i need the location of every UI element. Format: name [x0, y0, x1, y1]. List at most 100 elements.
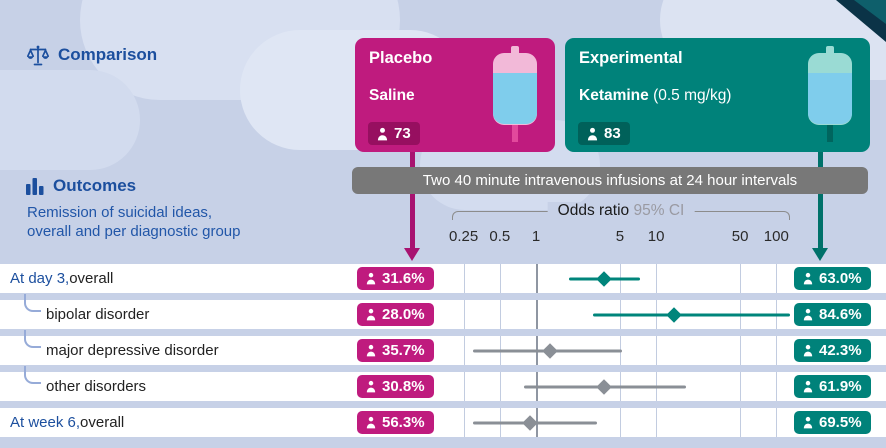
- page-corner-decoration: [836, 0, 886, 42]
- axis-tick: 1: [531, 228, 541, 245]
- gridline: [776, 372, 778, 401]
- infusion-note-banner: Two 40 minute intravenous infusions at 2…: [352, 167, 868, 194]
- gridline: [463, 264, 465, 293]
- person-icon: [803, 380, 813, 393]
- outcome-row: At day 3, overall 31.6% 63.0%: [0, 264, 886, 293]
- person-icon: [366, 308, 376, 321]
- placebo-percentage: 56.3%: [382, 414, 425, 431]
- experimental-dose: (0.5 mg/kg): [648, 87, 732, 104]
- person-icon: [366, 272, 376, 285]
- experimental-percentage: 84.6%: [819, 306, 862, 323]
- outcomes-subtitle: Remission of suicidal ideas, overall and…: [27, 204, 241, 240]
- gridline: [656, 408, 658, 437]
- experimental-percentage-badge: 42.3%: [794, 339, 871, 362]
- outcome-label-highlight: At day 3,: [10, 270, 70, 287]
- person-icon: [587, 127, 598, 140]
- outcomes-heading: Outcomes: [26, 176, 136, 196]
- gridline: [656, 264, 658, 293]
- experimental-percentage: 63.0%: [819, 270, 862, 287]
- axis-tick: 0.5: [489, 228, 511, 245]
- gridline: [499, 372, 501, 401]
- reference-gridline: [535, 300, 538, 329]
- experimental-percentage-badge: 61.9%: [794, 375, 871, 398]
- experimental-card: Experimental Ketamine (0.5 mg/kg) 83: [565, 38, 870, 152]
- odds-ratio-axis-header: Odds ratio 95% CI: [452, 200, 790, 234]
- outcome-label: major depressive disorder: [46, 336, 219, 365]
- axis-tick: 0.25: [449, 228, 479, 245]
- experimental-percentage-badge: 69.5%: [794, 411, 871, 434]
- gridline: [776, 336, 778, 365]
- experimental-title: Experimental: [579, 49, 683, 67]
- gridline: [499, 300, 501, 329]
- comparison-heading: Comparison: [26, 44, 157, 66]
- experimental-count-chip: 83: [578, 122, 630, 145]
- forest-plot-cell: [452, 408, 790, 437]
- person-icon: [803, 344, 813, 357]
- outcome-label-highlight: At week 6,: [10, 414, 81, 431]
- iv-bag-icon: [808, 46, 852, 142]
- forest-plot-cell: [452, 372, 790, 401]
- experimental-percentage: 61.9%: [819, 378, 862, 395]
- placebo-count-chip: 73: [368, 122, 420, 145]
- placebo-card: Placebo Saline 73: [355, 38, 555, 152]
- outcome-label-text: major depressive disorder: [46, 342, 219, 359]
- forest-plot-cell: [452, 336, 790, 365]
- comparison-label: Comparison: [58, 45, 158, 64]
- placebo-percentage-badge: 56.3%: [357, 411, 434, 434]
- outcome-label: At day 3, overall: [10, 264, 113, 293]
- axis-tick: 50: [731, 228, 749, 245]
- outcome-label: other disorders: [46, 372, 146, 401]
- gridline: [740, 408, 742, 437]
- iv-bag-icon: [493, 46, 537, 142]
- person-icon: [366, 380, 376, 393]
- gridline: [619, 408, 621, 437]
- placebo-percentage-badge: 28.0%: [357, 303, 434, 326]
- bar-chart-icon: [26, 177, 44, 195]
- gridline: [463, 336, 465, 365]
- subgroup-connector: [24, 330, 41, 348]
- reference-gridline: [535, 264, 538, 293]
- outcome-label-text: other disorders: [46, 378, 147, 395]
- outcome-label: bipolar disorder: [46, 300, 149, 329]
- gridline: [463, 372, 465, 401]
- odds-ratio-diamond: [666, 306, 682, 323]
- placebo-percentage-badge: 30.8%: [357, 375, 434, 398]
- experimental-percentage: 69.5%: [819, 414, 862, 431]
- outcome-label-text: overall: [69, 270, 114, 287]
- axis-tick: 5: [615, 228, 625, 245]
- outcome-label: At week 6, overall: [10, 408, 124, 437]
- ci-label: 95% CI: [633, 202, 685, 219]
- placebo-percentage: 28.0%: [382, 306, 425, 323]
- odds-ratio-diamond: [541, 342, 558, 359]
- experimental-percentage: 42.3%: [819, 342, 862, 359]
- outcome-row: other disorders 30.8% 61.9%: [0, 366, 886, 401]
- gridline: [499, 264, 501, 293]
- placebo-percentage: 30.8%: [382, 378, 425, 395]
- outcome-label-text: bipolar disorder: [46, 306, 150, 323]
- axis-tick-labels: 0.25 0.5 1 5 10 50 100: [449, 228, 790, 248]
- person-icon: [366, 416, 376, 429]
- subgroup-connector: [24, 294, 41, 312]
- axis-tick: 100: [763, 228, 789, 245]
- odds-ratio-diamond: [596, 378, 613, 395]
- person-icon: [803, 416, 813, 429]
- placebo-count: 73: [394, 125, 411, 142]
- odds-ratio-diamond: [596, 270, 613, 287]
- outcome-row: bipolar disorder 28.0% 84.6%: [0, 294, 886, 329]
- forest-plot-cell: [452, 264, 790, 293]
- gridline: [656, 336, 658, 365]
- outcome-label-text: overall: [80, 414, 125, 431]
- axis-title: Odds ratio: [557, 202, 630, 219]
- cloud-decoration: [0, 70, 140, 170]
- gridline: [740, 264, 742, 293]
- gridline: [740, 336, 742, 365]
- person-icon: [803, 308, 813, 321]
- person-icon: [366, 344, 376, 357]
- gridline: [776, 408, 778, 437]
- placebo-title: Placebo: [369, 49, 433, 67]
- axis-tick: 10: [647, 228, 665, 245]
- subgroup-connector: [24, 366, 41, 384]
- experimental-agent: Ketamine (0.5 mg/kg): [579, 87, 732, 104]
- placebo-percentage-badge: 31.6%: [357, 267, 434, 290]
